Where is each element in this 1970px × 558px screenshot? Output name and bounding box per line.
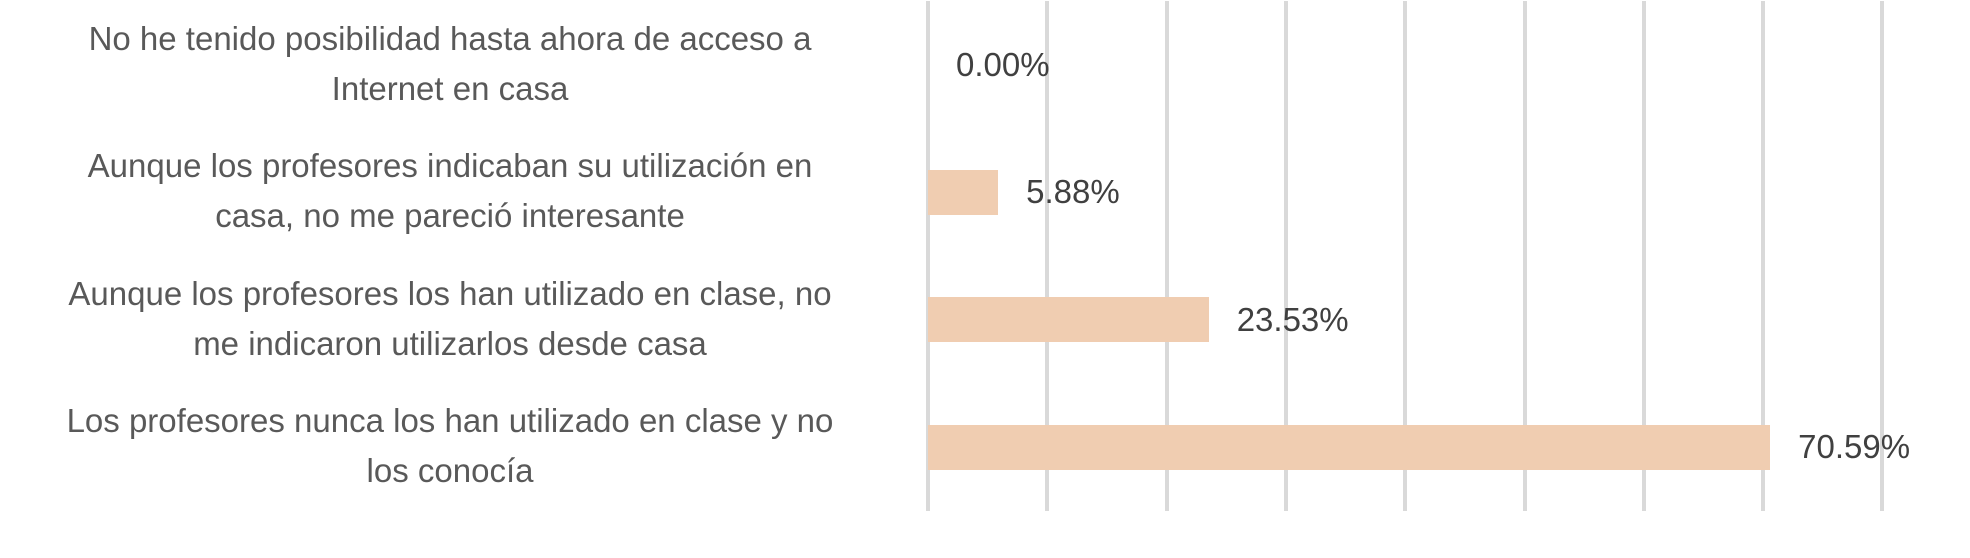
gridline <box>1283 1 1288 511</box>
gridline <box>1641 1 1646 511</box>
category-label-line: Internet en casa <box>331 70 569 107</box>
gridline <box>1880 1 1885 511</box>
data-value-label: 23.53% <box>1236 300 1349 338</box>
gridline <box>1522 1 1527 511</box>
category-label-not-indicated-from-home: Aunque los profesores los han utilizado … <box>10 269 890 369</box>
bar <box>928 424 1771 470</box>
category-label-line: No he tenido posibilidad hasta ahora de … <box>88 20 812 57</box>
category-label-line: me indicaron utilizarlos desde casa <box>193 325 707 362</box>
category-label-line: Los profesores nunca los han utilizado e… <box>66 402 834 439</box>
gridline <box>1045 1 1050 511</box>
bar <box>928 169 999 215</box>
data-value-label: 70.59% <box>1798 428 1911 466</box>
category-label-not-interesting: Aunque los profesores indicaban su utili… <box>10 141 890 241</box>
gridline <box>1761 1 1766 511</box>
category-label-line: Aunque los profesores indicaban su utili… <box>87 147 813 184</box>
category-label-never-used: Los profesores nunca los han utilizado e… <box>10 396 890 496</box>
gridline <box>926 1 930 511</box>
category-label-line: casa, no me pareció interesante <box>215 197 685 234</box>
gridline <box>1403 1 1408 511</box>
data-value-label: 5.88% <box>1026 173 1120 211</box>
category-label-line: Aunque los profesores los han utilizado … <box>68 275 832 312</box>
category-label-no-internet-access: No he tenido posibilidad hasta ahora de … <box>10 14 890 114</box>
gridline <box>1164 1 1169 511</box>
data-value-label: 0.00% <box>956 45 1050 83</box>
category-label-line: los conocía <box>366 452 534 489</box>
bar <box>928 297 1209 343</box>
